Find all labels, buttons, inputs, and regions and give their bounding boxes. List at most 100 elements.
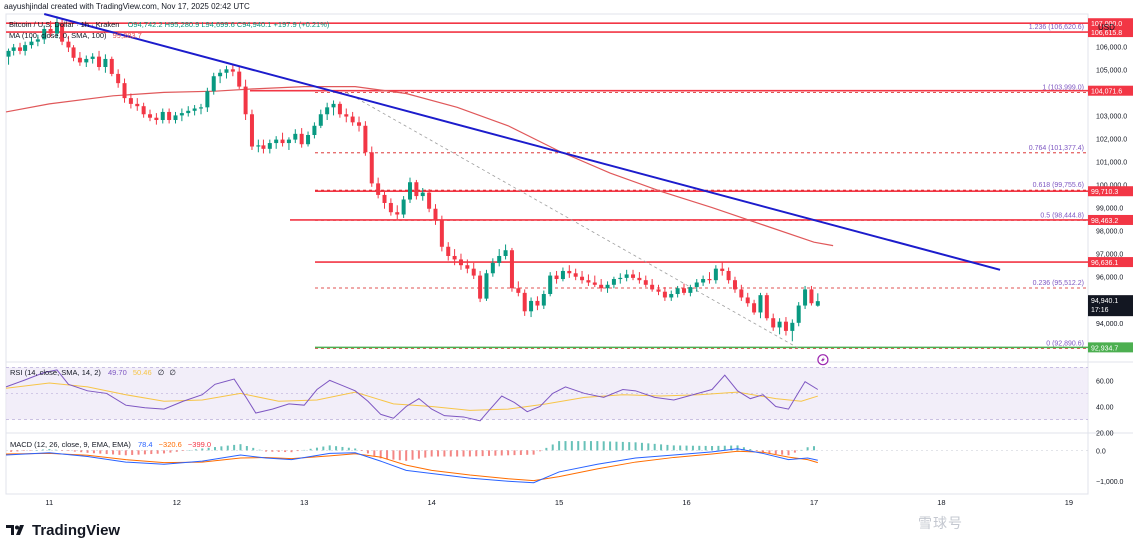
macd-histogram-bar bbox=[366, 450, 369, 454]
macd-histogram-bar bbox=[430, 450, 433, 457]
rsi-ma-line bbox=[5, 382, 818, 411]
macd-histogram-bar bbox=[54, 449, 57, 451]
candle-body bbox=[803, 289, 808, 306]
candle-body bbox=[414, 182, 419, 197]
macd-histogram-bar bbox=[150, 450, 153, 455]
candle-body bbox=[23, 45, 28, 51]
candle-body bbox=[675, 288, 680, 295]
macd-histogram-bar bbox=[513, 450, 516, 456]
candle-body bbox=[592, 282, 597, 285]
fib-level-label: 1.236 (106,620.6) bbox=[1029, 24, 1084, 31]
macd-value-2: −320.6 bbox=[159, 440, 182, 449]
y-tick-label: 97,000.0 bbox=[1096, 252, 1123, 259]
macd-histogram-bar bbox=[41, 449, 44, 451]
fib-trend-line bbox=[346, 92, 799, 349]
candle-body bbox=[771, 318, 776, 328]
candle-body bbox=[764, 295, 769, 319]
macd-histogram-bar bbox=[653, 443, 656, 451]
macd-value-1: 78.4 bbox=[138, 440, 153, 449]
macd-histogram-bar bbox=[315, 447, 318, 451]
y-tick-label: 101,000.0 bbox=[1096, 159, 1127, 166]
macd-histogram-bar bbox=[296, 450, 299, 452]
macd-histogram-bar bbox=[507, 450, 510, 456]
macd-histogram-bar bbox=[233, 444, 236, 451]
candle-body bbox=[42, 28, 47, 40]
chart-canvas[interactable]: 107,000.0 106,000.0 105,000.0 103,000.0 102,… bbox=[0, 0, 1139, 512]
candle-body bbox=[211, 76, 216, 92]
rsi-y-tick: 20.00 bbox=[1096, 431, 1114, 438]
macd-histogram-bar bbox=[284, 450, 287, 453]
y-tick-label: 99,000.0 bbox=[1096, 206, 1123, 213]
candle-body bbox=[160, 111, 165, 121]
macd-histogram-bar bbox=[475, 450, 478, 457]
price-level-tag bbox=[1088, 27, 1133, 38]
candle-body bbox=[90, 56, 95, 59]
macd-histogram-bar bbox=[723, 445, 726, 451]
macd-histogram-bar bbox=[443, 450, 446, 457]
candle-body bbox=[29, 41, 34, 46]
macd-histogram-bar bbox=[806, 447, 809, 451]
macd-histogram-bar bbox=[545, 447, 548, 451]
candle-body bbox=[586, 280, 591, 283]
macd-histogram-bar bbox=[589, 441, 592, 451]
macd-histogram-bar bbox=[10, 450, 13, 452]
candle-body bbox=[286, 139, 291, 144]
macd-histogram-bar bbox=[519, 450, 522, 455]
candle-body bbox=[395, 212, 400, 215]
candle-body bbox=[503, 250, 508, 256]
macd-histogram-bar bbox=[398, 450, 401, 461]
macd-histogram-bar bbox=[596, 441, 599, 451]
candle-body bbox=[198, 107, 203, 109]
candle-body bbox=[484, 273, 489, 299]
macd-histogram-bar bbox=[647, 443, 650, 451]
macd-histogram-bar bbox=[201, 448, 204, 451]
y-tick-label: 106,000.0 bbox=[1096, 44, 1127, 51]
price-level-tag bbox=[1088, 85, 1133, 96]
rsi-legend: RSI (14, close, SMA, 14, 2) bbox=[10, 368, 101, 377]
candle-body bbox=[796, 305, 801, 323]
candle-body bbox=[809, 289, 814, 304]
svg-text:MA (100, close, 0, SMA, 100): MA (100, close, 0, SMA, 100) 99,283.7 bbox=[9, 31, 142, 40]
tradingview-logo-text: TradingView bbox=[32, 521, 121, 539]
macd-histogram-bar bbox=[691, 445, 694, 451]
author-line: aayushjindal created with TradingView.co… bbox=[4, 2, 250, 11]
candle-body bbox=[407, 182, 412, 200]
tradingview-brand[interactable]: TradingView bbox=[6, 520, 120, 540]
candle-body bbox=[84, 58, 89, 63]
candle-body bbox=[662, 291, 667, 298]
macd-histogram-bar bbox=[92, 450, 95, 454]
rsi-value-1: 49.70 bbox=[108, 368, 127, 377]
candle-body bbox=[331, 103, 336, 108]
macd-histogram-bar bbox=[99, 450, 102, 454]
macd-histogram-bar bbox=[558, 441, 561, 451]
candle-body bbox=[701, 279, 706, 283]
chart-frame bbox=[5, 13, 1089, 495]
macd-histogram-bar bbox=[290, 450, 293, 453]
candle-body bbox=[135, 103, 140, 107]
macd-histogram-bar bbox=[354, 448, 357, 451]
macd-histogram-bar bbox=[373, 450, 376, 456]
macd-histogram-bar bbox=[679, 445, 682, 451]
candle-body bbox=[439, 220, 444, 247]
candle-body bbox=[312, 125, 317, 135]
candle-body bbox=[218, 72, 223, 77]
candle-body bbox=[376, 183, 381, 195]
macd-histogram-bar bbox=[118, 450, 121, 455]
macd-legend: MACD (12, 26, close, 9, EMA, EMA) bbox=[10, 440, 131, 449]
y-tick-label: 100,000.0 bbox=[1096, 183, 1127, 190]
x-tick-label: 13 bbox=[300, 498, 308, 507]
macd-histogram-bar bbox=[468, 450, 471, 457]
y-tick-label: 94,000.0 bbox=[1096, 321, 1123, 328]
macd-histogram-bar bbox=[742, 447, 745, 451]
macd-histogram-bar bbox=[239, 444, 242, 451]
ma-legend: MA (100, close, 0, SMA, 100) bbox=[9, 31, 107, 40]
macd-histogram-bar bbox=[309, 448, 312, 451]
rsi-y-tick: 40.00 bbox=[1096, 404, 1114, 411]
fib-level-label: 0.236 (95,512.2) bbox=[1033, 280, 1084, 287]
macd-histogram-bar bbox=[602, 441, 605, 451]
macd-histogram-bar bbox=[609, 441, 612, 451]
macd-y-tick: 0.0 bbox=[1096, 448, 1106, 455]
candle-body bbox=[739, 289, 744, 298]
price-level-tag-label: 98,463.2 bbox=[1091, 218, 1118, 225]
macd-histogram-bar bbox=[755, 450, 758, 451]
